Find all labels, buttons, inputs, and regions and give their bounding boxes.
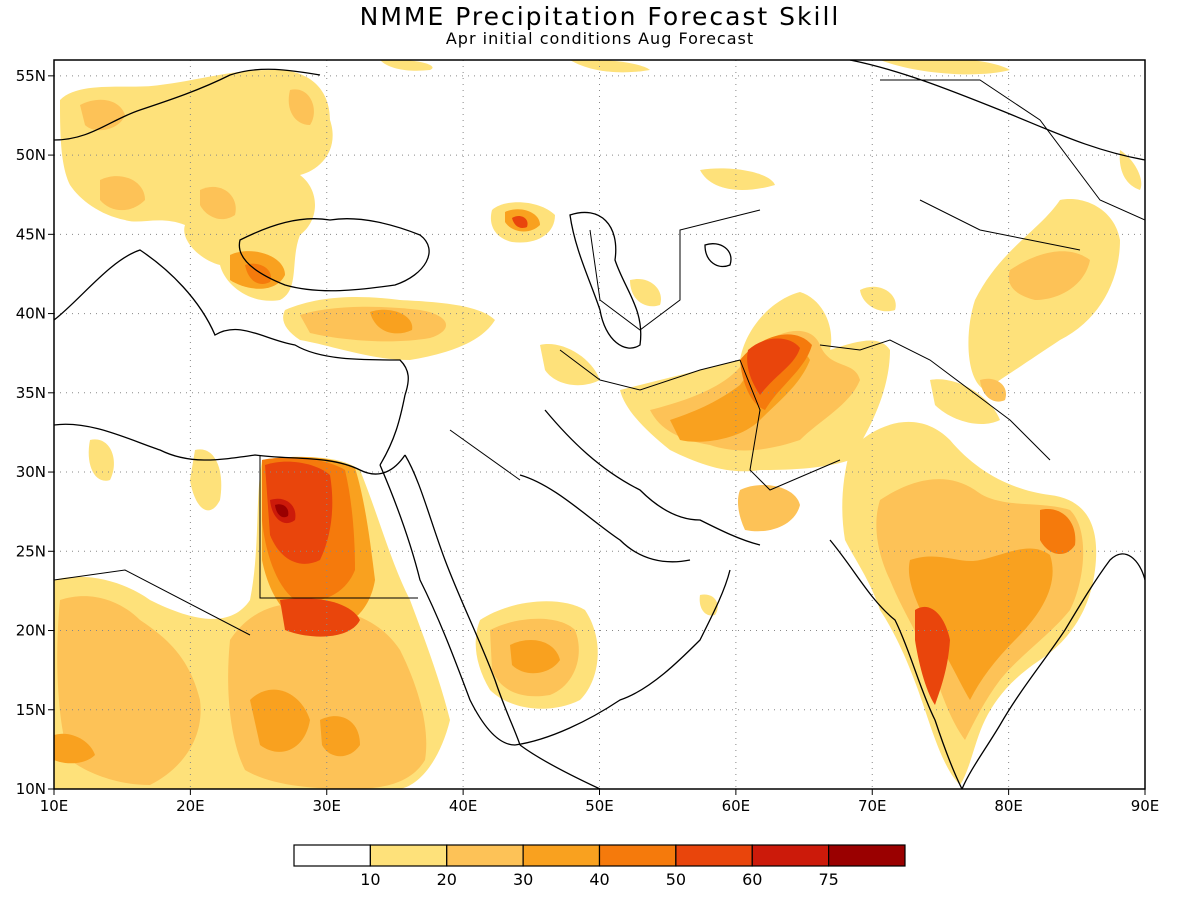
lat-tick-label: 35N — [16, 384, 46, 402]
colorbar-swatch — [751, 844, 830, 867]
colorbar-swatch — [675, 844, 753, 867]
colorbar-swatch — [446, 844, 524, 867]
colorbar-label: 20 — [437, 870, 457, 889]
lat-tick-label: 15N — [16, 701, 46, 719]
lon-tick-label: 30E — [312, 797, 341, 815]
colorbar: 10 20 30 40 50 60 75 — [293, 844, 906, 889]
colorbar-swatch — [828, 844, 906, 867]
chart-subtitle: Apr initial conditions Aug Forecast — [445, 29, 755, 48]
chart-title: NMME Precipitation Forecast Skill — [359, 2, 841, 31]
lat-tick-label: 30N — [16, 463, 46, 481]
lat-axis: 10N 15N 20N 25N 30N 35N 40N 45N 50N 55N — [16, 67, 54, 798]
lat-tick-label: 50N — [16, 146, 46, 164]
lon-tick-label: 20E — [176, 797, 205, 815]
lat-tick-label: 25N — [16, 542, 46, 560]
colorbar-label: 75 — [818, 870, 838, 889]
colorbar-swatch — [598, 844, 677, 867]
coastlines — [54, 60, 1145, 789]
lon-axis: 10E 20E 30E 40E 50E 60E 70E 80E 90E — [40, 789, 1160, 815]
lon-tick-label: 70E — [858, 797, 887, 815]
colorbar-label: 40 — [589, 870, 609, 889]
colorbar-swatch — [293, 844, 371, 867]
colorbar-swatch — [369, 844, 448, 867]
country-borders — [54, 79, 1145, 636]
lat-tick-label: 20N — [16, 622, 46, 640]
colorbar-label: 30 — [513, 870, 533, 889]
lon-tick-label: 60E — [722, 797, 751, 815]
lon-tick-label: 40E — [449, 797, 478, 815]
colorbar-label: 60 — [742, 870, 762, 889]
lon-tick-label: 10E — [40, 797, 69, 815]
colorbar-label: 50 — [666, 870, 686, 889]
skill-fill-layer — [54, 60, 1142, 789]
lon-tick-label: 50E — [585, 797, 614, 815]
lat-tick-label: 55N — [16, 67, 46, 85]
colorbar-swatch — [522, 844, 601, 867]
lon-tick-label: 90E — [1131, 797, 1160, 815]
colorbar-label: 10 — [360, 870, 380, 889]
lat-tick-label: 10N — [16, 780, 46, 798]
lat-tick-label: 40N — [16, 305, 46, 323]
lon-tick-label: 80E — [994, 797, 1023, 815]
lat-tick-label: 45N — [16, 225, 46, 243]
